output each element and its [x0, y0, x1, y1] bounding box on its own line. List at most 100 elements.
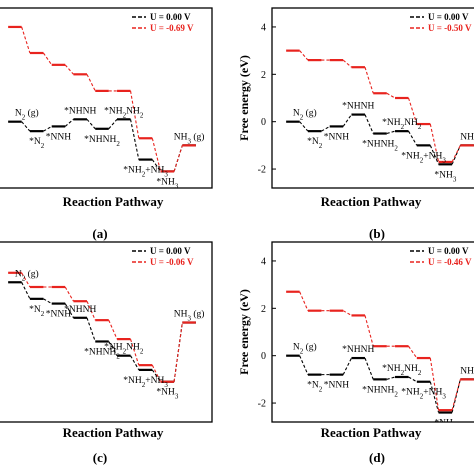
plot-frame: [271, 7, 474, 189]
transition-connector: [129, 119, 140, 160]
legend: U = 0.00 VU = -0.69 V: [132, 12, 194, 33]
species-label: *NNH: [324, 132, 349, 142]
legend-label: U = -0.69 V: [150, 23, 194, 33]
species-label: *NH3: [156, 177, 178, 190]
x-axis-label: Reaction Pathway: [321, 425, 422, 440]
legend: U = 0.00 VU = -0.50 V: [410, 12, 472, 33]
species-label: *NH3: [434, 419, 456, 432]
species-label: *N2: [307, 381, 323, 394]
transition-connector: [429, 123, 440, 163]
species-label: *NHNH2: [84, 347, 120, 360]
transition-connector: [299, 50, 309, 61]
species-label: *NH2NH2: [104, 106, 144, 119]
transition-connector: [173, 145, 183, 172]
species-label: *NNH: [324, 381, 349, 391]
species-label: *NNH: [46, 132, 71, 142]
panel-d: -2 0 2 4 Free energy (eV) Reaction Pathway (d)…: [237, 241, 474, 465]
series-group: N2 (g)*N2*NNH*NHNH*NHNH2*NH2NH2*NH2+NH3*…: [8, 268, 204, 401]
transition-connector: [364, 67, 374, 94]
legend-label: U = 0.00 V: [428, 246, 469, 256]
species-label: *NHNH2: [362, 140, 398, 153]
plot-frame: [0, 7, 213, 189]
panel-label: (d): [369, 450, 385, 465]
transition-connector: [151, 364, 162, 382]
transition-connector: [173, 145, 183, 172]
species-label: *N2: [307, 137, 323, 150]
transition-connector: [43, 298, 52, 305]
series-group: N2 (g)*N2*NNH*NHNH*NHNH2*NH2NH2*NH2+NH3*…: [286, 49, 474, 183]
transition-connector: [299, 121, 309, 132]
transition-connector: [342, 310, 352, 316]
x-axis-label: Reaction Pathway: [321, 194, 422, 209]
transition-connector: [429, 381, 440, 413]
species-label: *NH2+NH3: [401, 388, 446, 401]
legend: U = 0.00 VU = -0.46 V: [410, 246, 472, 267]
species-label: N2 (g): [293, 342, 317, 356]
transition-connector: [342, 59, 352, 68]
panel-label: (a): [92, 226, 107, 241]
species-label: N2 (g): [293, 108, 317, 122]
transition-connector: [408, 97, 418, 125]
transition-connector: [408, 345, 418, 359]
plot-frame: [271, 241, 474, 423]
panel-label: (b): [369, 226, 385, 241]
y-axis-label: Free energy (eV): [237, 289, 251, 375]
transition-connector: [408, 130, 418, 146]
species-label: *NNH: [46, 310, 71, 320]
transition-connector: [86, 300, 96, 321]
transition-connector: [130, 338, 140, 366]
species-label: *NHNH: [342, 102, 374, 112]
species-label: *NHNH: [342, 345, 374, 355]
y-tick-label: -2: [258, 399, 266, 410]
legend-label: U = 0.00 V: [150, 246, 191, 256]
species-label: *NH2NH2: [382, 118, 422, 131]
transition-connector: [151, 138, 162, 172]
transition-connector: [429, 145, 440, 165]
transition-connector: [64, 303, 74, 319]
y-tick-label: 4: [261, 256, 266, 267]
transition-connector: [386, 376, 396, 380]
transition-connector: [342, 114, 352, 127]
legend-label: U = 0.00 V: [150, 12, 191, 22]
species-label: N2 (g): [15, 268, 39, 282]
transition-connector: [86, 74, 96, 92]
species-label: *N2: [29, 305, 45, 318]
transition-connector: [130, 355, 140, 371]
species-label: *NHNH2: [84, 135, 120, 148]
y-tick-label: 2: [261, 304, 266, 315]
species-label: NH: [460, 132, 474, 142]
transition-connector: [451, 379, 461, 413]
x-axis-label: Reaction Pathway: [63, 194, 164, 209]
species-label: *NHNH: [64, 106, 96, 116]
transition-connector: [86, 317, 96, 342]
species-label: *NH2+NH3: [123, 166, 168, 179]
panel-label: (c): [93, 450, 107, 465]
y-tick-label: 4: [261, 22, 266, 33]
transition-connector: [451, 145, 461, 163]
species-label: *NH3: [156, 388, 178, 401]
transition-connector: [21, 272, 31, 288]
transition-connector: [299, 291, 309, 311]
legend-label: U = 0.00 V: [428, 12, 469, 22]
transition-connector: [299, 355, 309, 375]
transition-connector: [64, 286, 74, 302]
series-group: N2 (g)*N2*NNH*NHNH*NHNH2*NH2NH2*NH2+NH3*…: [286, 290, 474, 432]
transition-connector: [43, 125, 52, 132]
transition-connector: [64, 64, 74, 75]
species-label: NH3 (g): [174, 131, 205, 145]
plot-frame: [0, 241, 213, 423]
species-label: *NH2+NH3: [123, 376, 168, 389]
species-label: NH: [460, 366, 474, 376]
transition-connector: [173, 322, 183, 382]
transition-connector: [108, 341, 118, 356]
transition-connector: [408, 376, 418, 383]
transition-connector: [364, 357, 374, 380]
transition-connector: [451, 379, 461, 411]
transition-connector: [21, 26, 31, 54]
legend-label: U = -0.50 V: [428, 23, 472, 33]
legend-label: U = -0.06 V: [150, 257, 194, 267]
y-tick-label: 2: [261, 70, 266, 81]
series-group: N2 (g)*N2*NNH*NHNH*NHNH2*NH2NH2*NH2+NH3*…: [8, 25, 205, 190]
species-label: *NHNH: [64, 305, 96, 315]
